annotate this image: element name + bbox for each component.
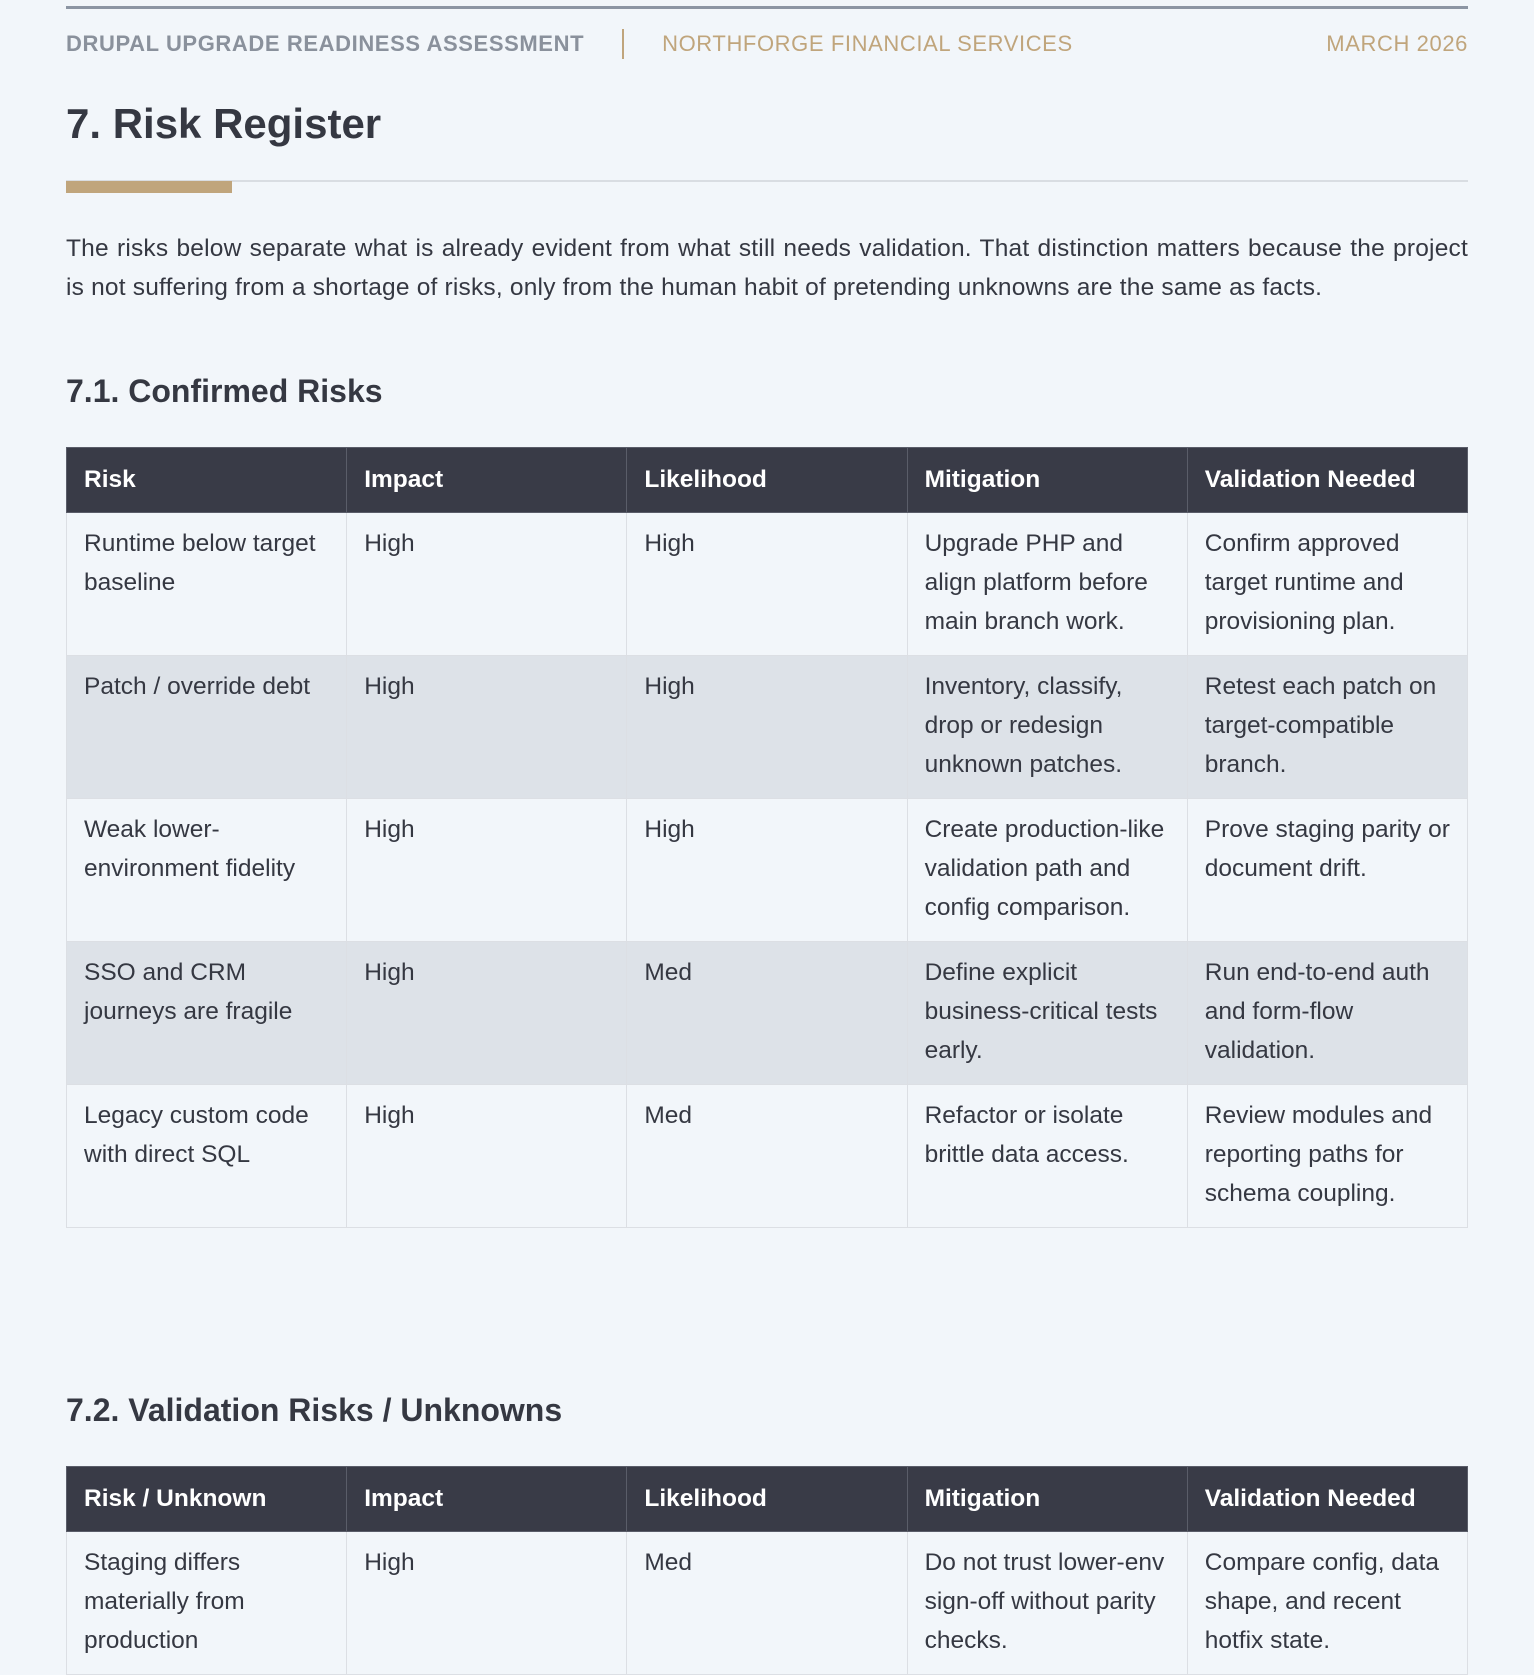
table-cell: High [346, 1084, 628, 1228]
table-cell: High [346, 941, 628, 1085]
document-date: MARCH 2026 [1326, 31, 1468, 56]
table-cell: Prove staging parity or document drift. [1186, 798, 1469, 942]
title-accent-bar [66, 181, 232, 193]
table-row: Runtime below target baseline High High Upg… [65, 512, 1469, 656]
column-header: Impact [346, 447, 628, 513]
table-row: Legacy custom code with direct SQL High Me… [65, 1084, 1469, 1228]
table-row: Weak lower-environment fidelity High High C… [65, 798, 1469, 942]
column-header: Validation Needed [1186, 1466, 1469, 1532]
column-header: Risk / Unknown [65, 1466, 348, 1532]
table-cell: High [626, 798, 908, 942]
table-cell: High [346, 512, 628, 656]
table-cell: High [346, 1531, 628, 1675]
table-cell: Inventory, classify, drop or redesign un… [906, 655, 1188, 799]
table-cell: Legacy custom code with direct SQL [65, 1084, 348, 1228]
intro-paragraph: The risks below separate what is already… [66, 235, 1468, 301]
table-cell: Compare config, data shape, and recent h… [1186, 1531, 1469, 1675]
title-divider [66, 180, 1468, 182]
table-cell: Upgrade PHP and align platform before ma… [906, 512, 1188, 656]
table-row: Patch / override debt High High Inventory, … [65, 655, 1469, 799]
column-header: Impact [346, 1466, 628, 1532]
running-header: DRUPAL UPGRADE READINESS ASSESSMENT NORT… [66, 29, 1468, 59]
table-cell: Define explicit business-critical tests … [906, 941, 1188, 1085]
table-header-row: Risk / Unknown Impact Likelihood Mitigation… [65, 1466, 1469, 1532]
validation-risks-table: Risk / Unknown Impact Likelihood Mitigation… [65, 1466, 1469, 1675]
table-cell: SSO and CRM journeys are fragile [65, 941, 348, 1085]
document-title: DRUPAL UPGRADE READINESS ASSESSMENT [66, 31, 585, 56]
table-cell: High [346, 798, 628, 942]
column-header: Mitigation [906, 447, 1188, 513]
header-divider [622, 29, 625, 59]
table-cell: High [626, 512, 908, 656]
table-cell: Refactor or isolate brittle data access. [906, 1084, 1188, 1228]
table-cell: Patch / override debt [65, 655, 348, 799]
table-header-row: Risk Impact Likelihood Mitigation Validation… [65, 447, 1469, 513]
table-cell: Staging differs materially from producti… [65, 1531, 348, 1675]
column-header: Likelihood [626, 447, 908, 513]
table-cell: Med [626, 1084, 908, 1228]
table-cell: Confirm approved target runtime and prov… [1186, 512, 1469, 656]
top-rule [66, 6, 1468, 9]
table-cell: Retest each patch on target-compatible b… [1186, 655, 1469, 799]
validation-risks-heading: 7.2. Validation Risks / Unknowns [66, 1392, 563, 1428]
column-header: Mitigation [906, 1466, 1188, 1532]
confirmed-risks-heading: 7.1. Confirmed Risks [66, 373, 383, 409]
table-cell: Create production-like validation path a… [906, 798, 1188, 942]
table-cell: High [346, 655, 628, 799]
client-name: NORTHFORGE FINANCIAL SERVICES [662, 31, 1073, 56]
table-row: SSO and CRM journeys are fragile High Med D… [65, 941, 1469, 1085]
table-cell: Do not trust lower-env sign-off without … [906, 1531, 1188, 1675]
page-title: 7. Risk Register [66, 100, 382, 147]
table-cell: Weak lower-environment fidelity [65, 798, 348, 942]
column-header: Likelihood [626, 1466, 908, 1532]
table-cell: Review modules and reporting paths for s… [1186, 1084, 1469, 1228]
confirmed-risks-table: Risk Impact Likelihood Mitigation Validation… [65, 447, 1469, 1228]
table-cell: Run end-to-end auth and form-flow valida… [1186, 941, 1469, 1085]
table-cell: High [626, 655, 908, 799]
column-header: Validation Needed [1186, 447, 1469, 513]
column-header: Risk [65, 447, 348, 513]
table-cell: Runtime below target baseline [65, 512, 348, 656]
table-row: Staging differs materially from producti… [65, 1531, 1469, 1675]
table-cell: Med [626, 941, 908, 1085]
table-cell: Med [626, 1531, 908, 1675]
